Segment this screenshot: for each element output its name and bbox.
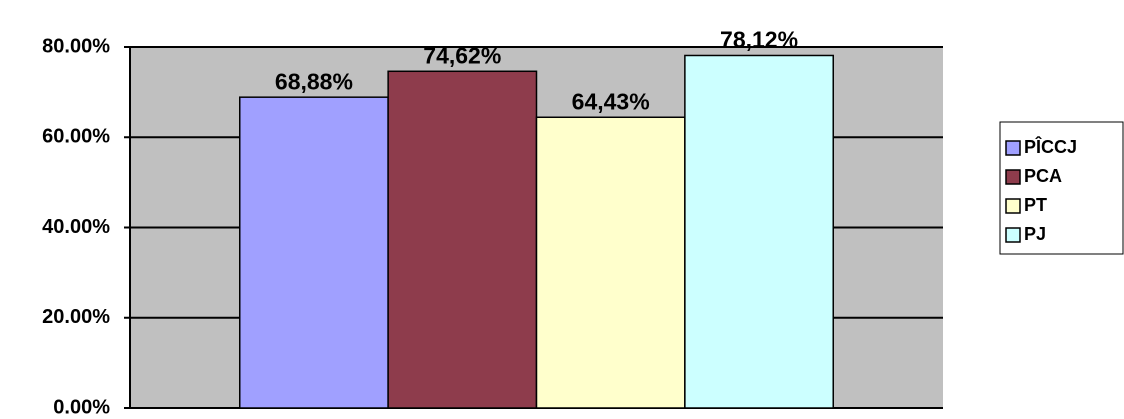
data-label: 68,88% <box>275 68 353 94</box>
legend-label: PJ <box>1024 224 1046 244</box>
y-tick-label: 80.00% <box>42 35 110 57</box>
legend-label: PÎCCJ <box>1024 136 1077 157</box>
data-label: 78,12% <box>720 27 798 53</box>
legend-label: PCA <box>1024 166 1062 186</box>
data-label: 64,43% <box>572 88 650 114</box>
y-tick-label: 20.00% <box>42 306 110 328</box>
bar <box>239 96 389 409</box>
legend-swatch <box>1005 227 1021 243</box>
legend-swatch <box>1005 169 1021 185</box>
bar <box>387 70 538 409</box>
legend-swatch <box>1005 140 1021 156</box>
y-tick-label: 60.00% <box>42 126 110 148</box>
legend-label: PT <box>1024 195 1047 215</box>
legend-swatch <box>1005 198 1021 214</box>
bar <box>684 54 834 409</box>
data-label: 74,62% <box>423 42 501 68</box>
y-tick-label: 0.00% <box>53 396 110 418</box>
y-tick-label: 40.00% <box>42 216 110 238</box>
bar <box>535 116 686 409</box>
